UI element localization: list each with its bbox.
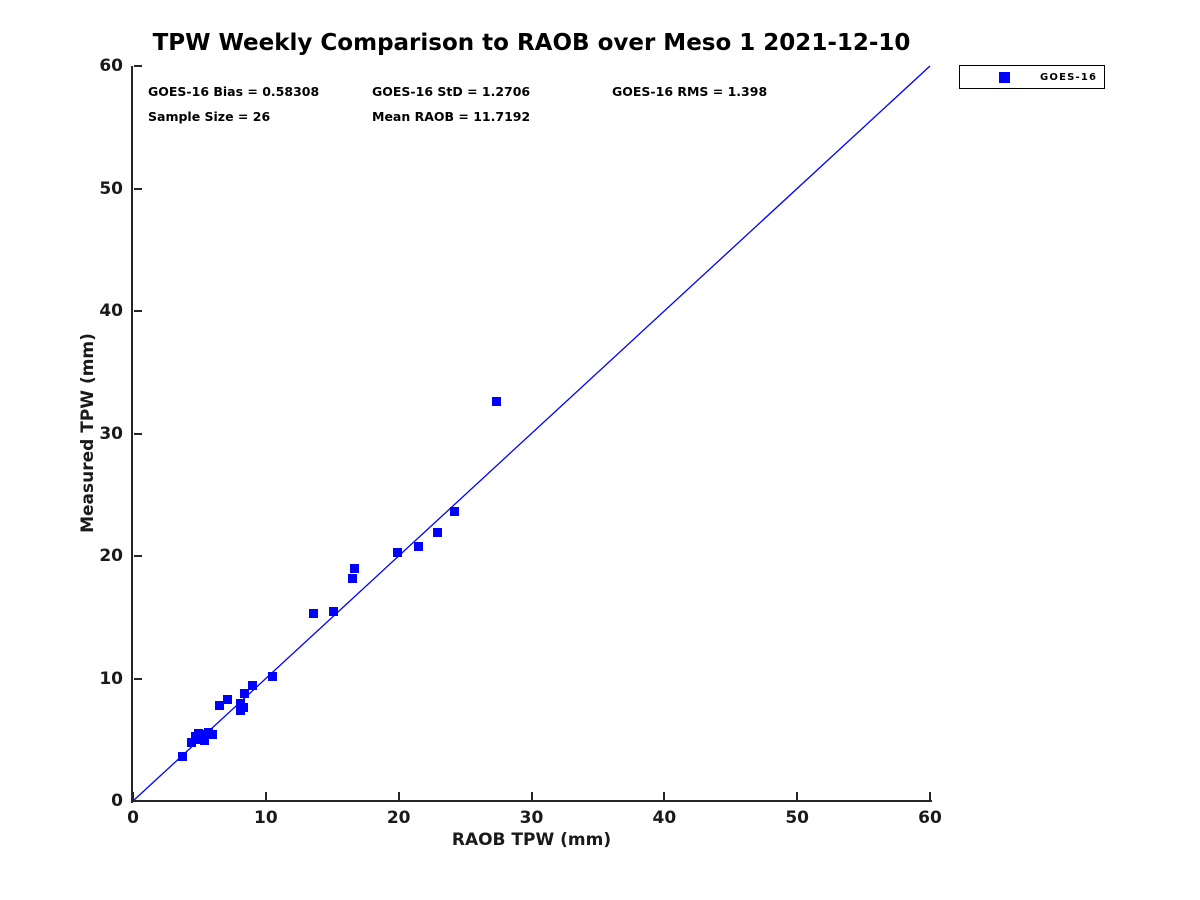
data-point bbox=[236, 698, 246, 708]
stat-rms: GOES-16 RMS = 1.398 bbox=[612, 84, 768, 99]
y-tick-label: 20 bbox=[99, 546, 123, 566]
stat-sample-size: Sample Size = 26 bbox=[148, 109, 271, 124]
data-point bbox=[200, 736, 210, 746]
y-tick bbox=[134, 310, 142, 312]
y-tick-label: 0 bbox=[111, 791, 123, 811]
x-tick bbox=[929, 792, 931, 800]
y-tick bbox=[134, 187, 142, 190]
data-point bbox=[414, 541, 424, 551]
data-point bbox=[177, 752, 187, 762]
y-tick bbox=[134, 65, 142, 67]
data-point bbox=[214, 700, 224, 710]
y-tick bbox=[134, 677, 142, 680]
legend-label: GOES-16 bbox=[1040, 71, 1098, 83]
legend: GOES-16 bbox=[959, 65, 1105, 89]
x-axis-line bbox=[131, 800, 932, 802]
y-tick-label: 60 bbox=[99, 56, 123, 76]
data-point bbox=[208, 730, 218, 740]
data-point bbox=[449, 507, 459, 517]
x-tick bbox=[397, 792, 400, 800]
data-point bbox=[186, 737, 196, 747]
x-tick bbox=[530, 792, 533, 800]
data-point bbox=[267, 671, 277, 681]
y-tick-label: 50 bbox=[99, 178, 123, 199]
x-tick bbox=[663, 792, 666, 800]
y-tick bbox=[134, 555, 142, 557]
x-axis-title: RAOB TPW (mm) bbox=[451, 830, 612, 850]
x-tick bbox=[796, 792, 799, 800]
data-point bbox=[240, 688, 250, 698]
x-tick bbox=[132, 792, 134, 800]
data-point bbox=[492, 397, 502, 407]
data-point bbox=[222, 694, 232, 704]
data-point bbox=[392, 547, 402, 557]
x-tick-label: 20 bbox=[386, 808, 411, 828]
one-to-one-reference-line bbox=[132, 65, 931, 802]
x-tick bbox=[264, 792, 267, 800]
y-tick bbox=[134, 800, 142, 802]
y-tick-label: 10 bbox=[99, 668, 123, 689]
plot-area bbox=[132, 65, 931, 802]
stat-mean-raob: Mean RAOB = 11.7192 bbox=[372, 109, 531, 124]
legend-square-marker-icon bbox=[999, 71, 1010, 83]
data-point bbox=[347, 573, 357, 583]
y-tick bbox=[134, 432, 142, 435]
x-tick-label: 30 bbox=[519, 808, 544, 828]
data-point bbox=[350, 563, 360, 573]
data-point bbox=[248, 681, 258, 691]
x-tick-label: 40 bbox=[652, 808, 677, 828]
stat-bias: GOES-16 Bias = 0.58308 bbox=[148, 84, 320, 99]
x-tick-label: 0 bbox=[127, 808, 139, 828]
x-tick-label: 10 bbox=[253, 808, 278, 828]
x-tick-label: 50 bbox=[785, 808, 809, 828]
stat-std: GOES-16 StD = 1.2706 bbox=[372, 84, 531, 99]
data-point bbox=[238, 703, 248, 713]
data-point bbox=[194, 730, 204, 740]
y-axis-title-text: Measured TPW (mm) bbox=[78, 333, 98, 533]
y-tick-label: 30 bbox=[99, 423, 123, 444]
x-tick-label: 60 bbox=[918, 808, 942, 828]
y-axis-line bbox=[131, 66, 133, 803]
data-point bbox=[432, 528, 442, 538]
data-point bbox=[329, 606, 339, 616]
y-tick-label: 40 bbox=[99, 301, 123, 321]
data-point bbox=[309, 609, 319, 619]
chart-title: TPW Weekly Comparison to RAOB over Meso … bbox=[152, 30, 911, 56]
